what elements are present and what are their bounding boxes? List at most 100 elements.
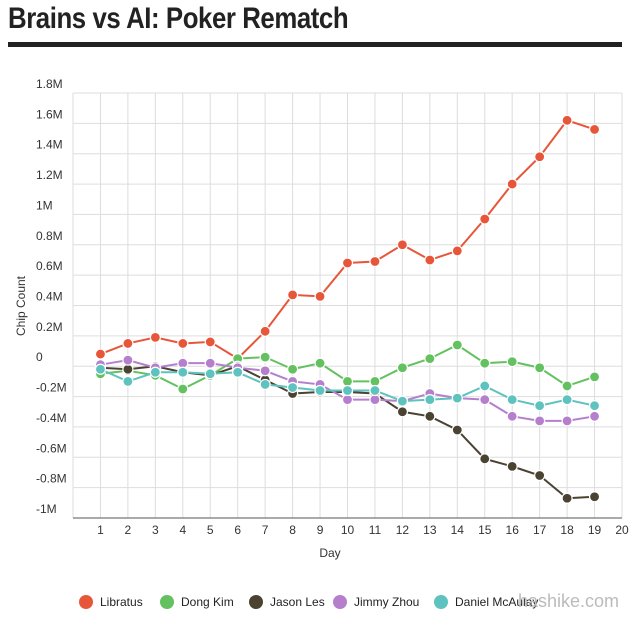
data-point — [232, 366, 244, 378]
data-point — [314, 290, 326, 302]
data-point — [561, 380, 573, 392]
x-tick-label: 20 — [615, 523, 629, 537]
data-point — [506, 410, 518, 422]
data-point — [588, 410, 601, 422]
x-tick-label: 2 — [125, 523, 132, 537]
x-tick-label: 1 — [97, 523, 104, 537]
data-point — [561, 394, 573, 406]
x-tick-label: 16 — [506, 523, 520, 537]
data-point — [204, 336, 216, 348]
data-point — [396, 395, 408, 407]
data-point — [479, 213, 491, 225]
data-point — [369, 375, 381, 387]
x-tick-label: 19 — [588, 523, 602, 537]
y-tick-label: -1M — [36, 502, 57, 516]
x-tick-label: 12 — [396, 523, 410, 537]
page-title: Brains vs AI: Poker Rematch — [8, 2, 349, 35]
data-point — [534, 415, 546, 427]
y-tick-label: 0.6M — [36, 259, 63, 273]
data-point — [259, 378, 271, 391]
y-tick-label: 1M — [36, 198, 53, 212]
data-point — [177, 337, 189, 350]
data-point — [122, 363, 134, 375]
y-tick-label: 1.6M — [36, 107, 63, 121]
x-tick-label: 9 — [317, 523, 324, 537]
y-tick-label: 0.2M — [36, 320, 63, 334]
data-point — [122, 337, 134, 350]
data-point — [204, 368, 216, 380]
legend-marker — [79, 595, 93, 609]
data-point — [424, 254, 436, 266]
x-tick-label: 4 — [179, 523, 186, 537]
data-point — [534, 151, 546, 163]
legend-label: Libratus — [100, 595, 143, 609]
legend-marker — [333, 595, 347, 609]
data-point — [424, 353, 436, 365]
series-libratus — [94, 114, 601, 365]
y-tick-label: 1.2M — [36, 168, 63, 182]
data-point — [341, 375, 354, 387]
data-point — [94, 348, 107, 360]
y-tick-label: 0 — [36, 350, 43, 364]
data-point — [204, 357, 216, 369]
data-point — [561, 114, 573, 126]
data-point — [479, 380, 491, 392]
data-point — [424, 410, 436, 422]
data-point — [177, 383, 189, 395]
data-point — [341, 394, 354, 406]
chart-legend: Libratus Dong Kim Jason Les Jimmy Zhou Danie… — [79, 595, 538, 609]
legend-label: Jimmy Zhou — [354, 595, 419, 609]
data-point — [369, 384, 381, 397]
legend-label: Jason Les — [270, 595, 325, 609]
data-point — [396, 239, 408, 251]
data-point — [451, 245, 463, 257]
legend-label: Dong Kim — [181, 595, 234, 609]
data-point — [588, 400, 601, 412]
x-tick-label: 14 — [451, 523, 465, 537]
series-daniel-mcaulay — [94, 363, 601, 412]
data-point — [94, 363, 107, 375]
data-point — [259, 325, 271, 337]
data-point — [424, 394, 436, 406]
y-tick-label: -0.6M — [36, 441, 67, 455]
data-point — [506, 460, 518, 472]
x-tick-label: 15 — [478, 523, 492, 537]
data-point — [149, 331, 161, 343]
data-point — [369, 255, 381, 268]
y-tick-label: -0.2M — [36, 381, 67, 395]
x-axis-ticks: 1 2 3 4 5 6 7 8 9 10 11 12 13 14 15 16 17 18 19 20 — [97, 523, 629, 537]
y-tick-label: 1.4M — [36, 138, 63, 152]
data-point — [177, 357, 189, 369]
data-point — [314, 357, 326, 369]
x-axis-label: Day — [319, 546, 340, 560]
x-tick-label: 11 — [369, 523, 382, 537]
data-point — [479, 394, 491, 406]
y-tick-label: -0.8M — [36, 472, 67, 486]
legend-marker — [249, 595, 263, 609]
data-point — [149, 366, 161, 378]
data-point — [287, 289, 299, 301]
y-tick-label: -0.4M — [36, 411, 67, 425]
data-point — [479, 357, 491, 369]
data-point — [369, 394, 381, 406]
data-point — [341, 257, 354, 269]
chart-series — [94, 114, 601, 504]
legend-label: Daniel McAulay — [455, 595, 538, 609]
data-point — [506, 356, 518, 368]
data-point — [588, 371, 601, 383]
data-point — [506, 178, 518, 190]
x-tick-label: 17 — [533, 523, 547, 537]
title-rule — [8, 42, 622, 47]
data-point — [259, 351, 271, 363]
data-point — [341, 384, 354, 397]
y-axis-label: Chip Count — [14, 275, 28, 336]
data-point — [259, 365, 271, 377]
data-point — [396, 362, 408, 374]
data-point — [588, 123, 601, 136]
y-axis-ticks: 1.8M 1.6M 1.4M 1.2M 1M 0.8M 0.6M 0.4M 0.2M 0 -0.2M… — [36, 77, 67, 516]
x-tick-label: 3 — [152, 523, 159, 537]
data-point — [534, 362, 546, 374]
y-tick-label: 1.8M — [36, 77, 63, 91]
data-point — [451, 339, 463, 351]
x-tick-label: 18 — [560, 523, 574, 537]
